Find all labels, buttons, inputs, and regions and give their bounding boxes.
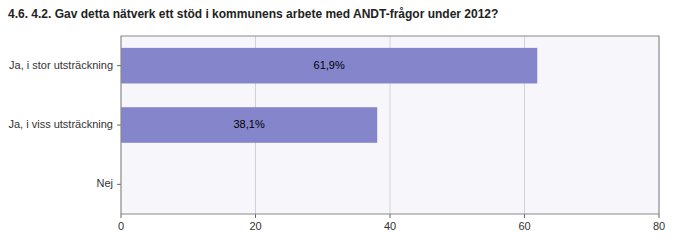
y-tick <box>117 125 121 126</box>
data-label: 61,9% <box>314 59 345 71</box>
x-tick-label: 20 <box>249 220 261 232</box>
bars <box>121 48 537 143</box>
x-tick <box>390 214 391 218</box>
x-tick-label: 0 <box>118 220 124 232</box>
y-tick-label: Ja, i viss utsträckning <box>8 118 113 130</box>
x-tick <box>659 214 660 218</box>
y-tick <box>117 65 121 66</box>
y-tick-label: Nej <box>96 177 113 189</box>
title: 4.6. 4.2. Gav detta nätverk ett stöd i k… <box>8 7 498 21</box>
bar <box>121 107 377 143</box>
x-tick-label: 60 <box>518 220 530 232</box>
y-tick <box>117 184 121 185</box>
data-label: 38,1% <box>234 118 265 130</box>
bar <box>121 48 537 84</box>
x-tick-label: 40 <box>384 220 396 232</box>
chart: 4.6. 4.2. Gav detta nätverk ett stöd i k… <box>0 0 681 242</box>
y-tick-label: Ja, i stor utsträckning <box>9 59 113 71</box>
plot-frame <box>121 36 659 214</box>
plot-area <box>121 36 659 214</box>
x-tick <box>255 214 256 218</box>
x-tick <box>121 214 122 218</box>
x-tick <box>524 214 525 218</box>
data-labels: 61,9% 38,1% <box>234 59 345 130</box>
x-tick-label: 80 <box>653 220 665 232</box>
